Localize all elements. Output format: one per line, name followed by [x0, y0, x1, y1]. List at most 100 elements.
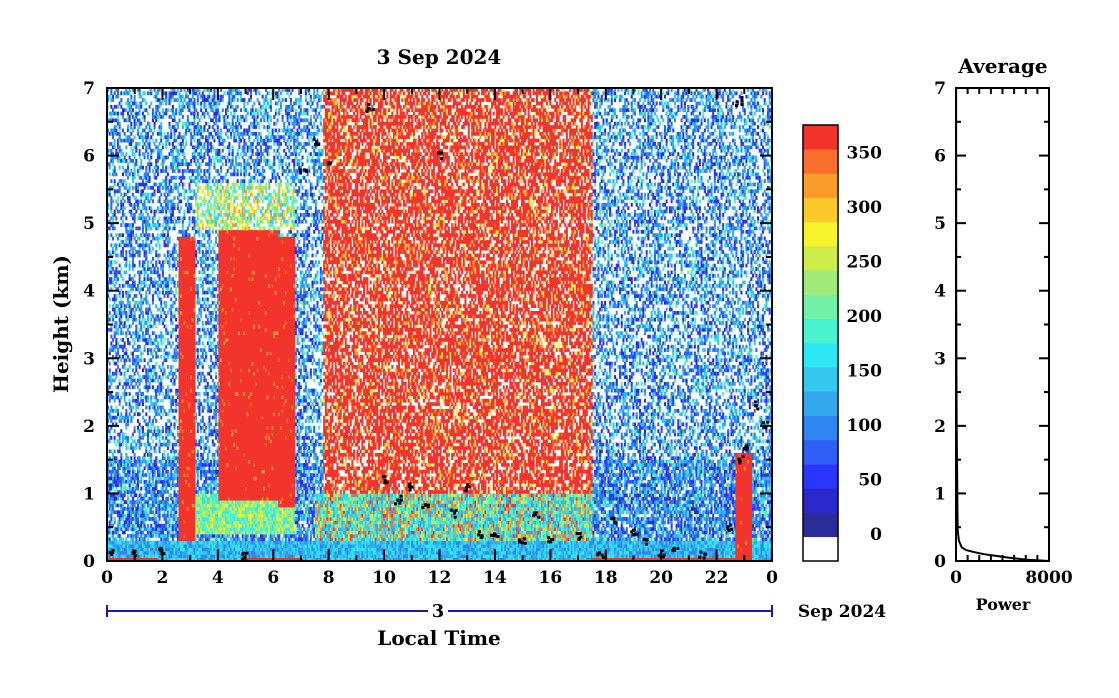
- heatmap-cell: [112, 237, 114, 241]
- heatmap-cell: [130, 382, 132, 386]
- heatmap-cell: [139, 338, 141, 342]
- heatmap-cell: [132, 406, 134, 410]
- heatmap-cell: [114, 183, 116, 187]
- heatmap-cell: [144, 264, 146, 268]
- heatmap-cell: [112, 199, 114, 203]
- heatmap-cell: [117, 328, 119, 335]
- heatmap-cell: [130, 325, 132, 329]
- heatmap-cell: [144, 260, 146, 264]
- heatmap-cell: [122, 203, 124, 207]
- heatmap-cell: [145, 183, 147, 187]
- heatmap-cell: [132, 139, 134, 143]
- heatmap-cell: [114, 227, 116, 231]
- heatmap-cell: [142, 416, 144, 420]
- heatmap-cell: [127, 98, 129, 102]
- heatmap-cell: [119, 284, 121, 288]
- heatmap-cell: [140, 159, 142, 166]
- heatmap-cell: [139, 314, 141, 318]
- heatmap-cell: [122, 443, 124, 447]
- heatmap-cell: [147, 399, 149, 403]
- heatmap-cell: [135, 233, 137, 237]
- heatmap-cell: [135, 382, 137, 386]
- heatmap-cell: [142, 230, 144, 234]
- heatmap-cell: [132, 395, 134, 399]
- heatmap-cell: [125, 358, 127, 362]
- heatmap-cell: [109, 166, 111, 170]
- heatmap-cell: [145, 406, 147, 410]
- heatmap-cell: [134, 254, 136, 258]
- heatmap-cell: [144, 520, 146, 524]
- heatmap-cell: [125, 385, 127, 389]
- heatmap-cell: [137, 189, 139, 193]
- heatmap-cell: [125, 325, 127, 329]
- heatmap-cell: [110, 233, 112, 237]
- heatmap-cell: [129, 172, 131, 176]
- heatmap-cell: [119, 473, 121, 477]
- heatmap-cell: [135, 368, 137, 372]
- heatmap-cell: [115, 294, 117, 298]
- heatmap-cell: [124, 213, 126, 217]
- heatmap-cell: [127, 439, 129, 443]
- heatmap-cell: [125, 152, 127, 156]
- heatmap-cell: [142, 436, 144, 440]
- heatmap-cell: [129, 135, 131, 139]
- heatmap-cell: [134, 135, 136, 139]
- heatmap-cell: [147, 274, 149, 278]
- heatmap-cell: [125, 264, 127, 268]
- heatmap-cell: [114, 399, 116, 403]
- heatmap-cell: [115, 260, 117, 264]
- heatmap-cell: [109, 352, 111, 356]
- heatmap-cell: [144, 348, 146, 352]
- heatmap-cell: [130, 243, 132, 247]
- heatmap-cell: [135, 115, 137, 119]
- heatmap-cell: [115, 487, 117, 491]
- heatmap-cell: [135, 102, 137, 106]
- heatmap-cell: [139, 389, 141, 393]
- heatmap-cell: [110, 243, 112, 247]
- heatmap-cell: [110, 260, 112, 264]
- heatmap-cell: [139, 365, 141, 369]
- heatmap-cell: [142, 139, 144, 143]
- heatmap-cell: [145, 382, 147, 386]
- heatmap-cell: [119, 135, 121, 139]
- heatmap-cell: [142, 429, 144, 433]
- heatmap-cell: [139, 237, 141, 241]
- heatmap-cell: [127, 297, 129, 301]
- heatmap-cell: [132, 297, 134, 301]
- heatmap-cell: [109, 95, 111, 99]
- heatmap-cell: [139, 446, 141, 450]
- heatmap-cell: [110, 375, 112, 379]
- heatmap-cell: [125, 426, 127, 430]
- heatmap-cell: [137, 487, 139, 491]
- heatmap-cell: [139, 156, 141, 160]
- heatmap-cell: [129, 274, 131, 278]
- heatmap-cell: [117, 470, 119, 474]
- heatmap-cell: [117, 531, 119, 535]
- heatmap-cell: [124, 493, 126, 497]
- heatmap-cell: [134, 341, 136, 345]
- heatmap-cell: [124, 365, 126, 369]
- heatmap-cell: [110, 450, 112, 454]
- heatmap-cell: [124, 206, 126, 210]
- heatmap-cell: [139, 422, 141, 426]
- heatmap-cell: [114, 419, 116, 423]
- heatmap-cell: [125, 108, 127, 112]
- heatmap-cell: [127, 328, 129, 332]
- heatmap-cell: [114, 179, 116, 183]
- heatmap-cell: [132, 433, 134, 437]
- heatmap-cell: [127, 497, 129, 501]
- heatmap-cell: [145, 450, 147, 454]
- heatmap-cell: [115, 368, 117, 372]
- heatmap-cell: [125, 159, 127, 163]
- heatmap-cell: [124, 199, 126, 203]
- heatmap-cell: [132, 531, 134, 535]
- heatmap-cell: [132, 149, 134, 153]
- heatmap-cell: [114, 348, 116, 352]
- heatmap-cell: [144, 456, 146, 460]
- heatmap-cell: [140, 493, 142, 497]
- heatmap-cell: [139, 433, 141, 437]
- heatmap-cell: [124, 321, 126, 325]
- heatmap-cell: [139, 260, 141, 264]
- heatmap-cell: [125, 183, 127, 187]
- heatmap-cell: [119, 210, 121, 214]
